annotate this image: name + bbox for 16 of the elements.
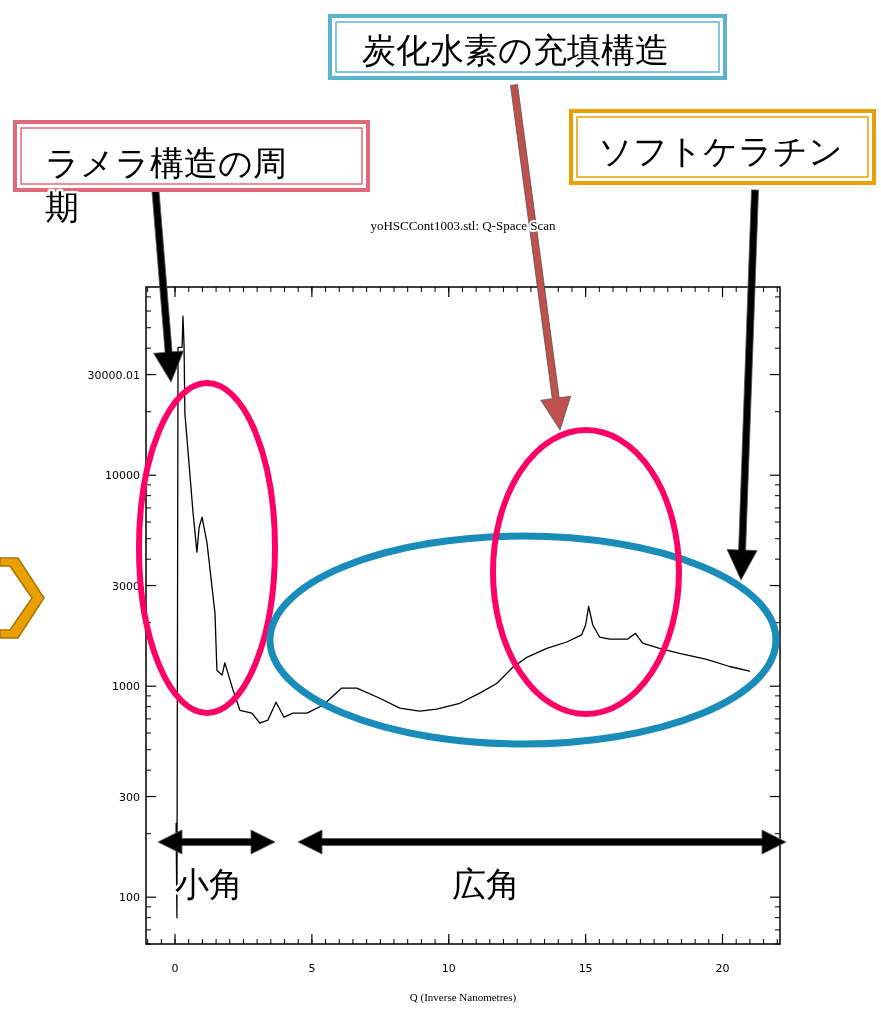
y-tick-label: 30000.01 <box>87 368 140 382</box>
y-tick-label: 1000 <box>112 680 140 694</box>
x-tick-label: 10 <box>441 962 456 975</box>
text: ラメラ構造の周期 <box>45 143 287 227</box>
text: ソフトケラチン <box>598 131 843 171</box>
y-tick-label: 300 <box>119 790 140 804</box>
text: 炭化水素の充填構造 <box>362 30 669 70</box>
y-tick-label: 10000 <box>105 469 140 483</box>
annotation: 広角 <box>452 864 520 904</box>
x-tick-label: 5 <box>308 962 316 975</box>
x-tick-label: 15 <box>578 962 593 975</box>
line-series <box>175 315 751 919</box>
x-axis-title: Q (Inverse Nanometres) <box>409 991 517 1004</box>
x-tick-label: 0 <box>171 962 179 975</box>
y-tick-label: 100 <box>119 891 140 905</box>
x-tick-label: 20 <box>715 962 730 975</box>
